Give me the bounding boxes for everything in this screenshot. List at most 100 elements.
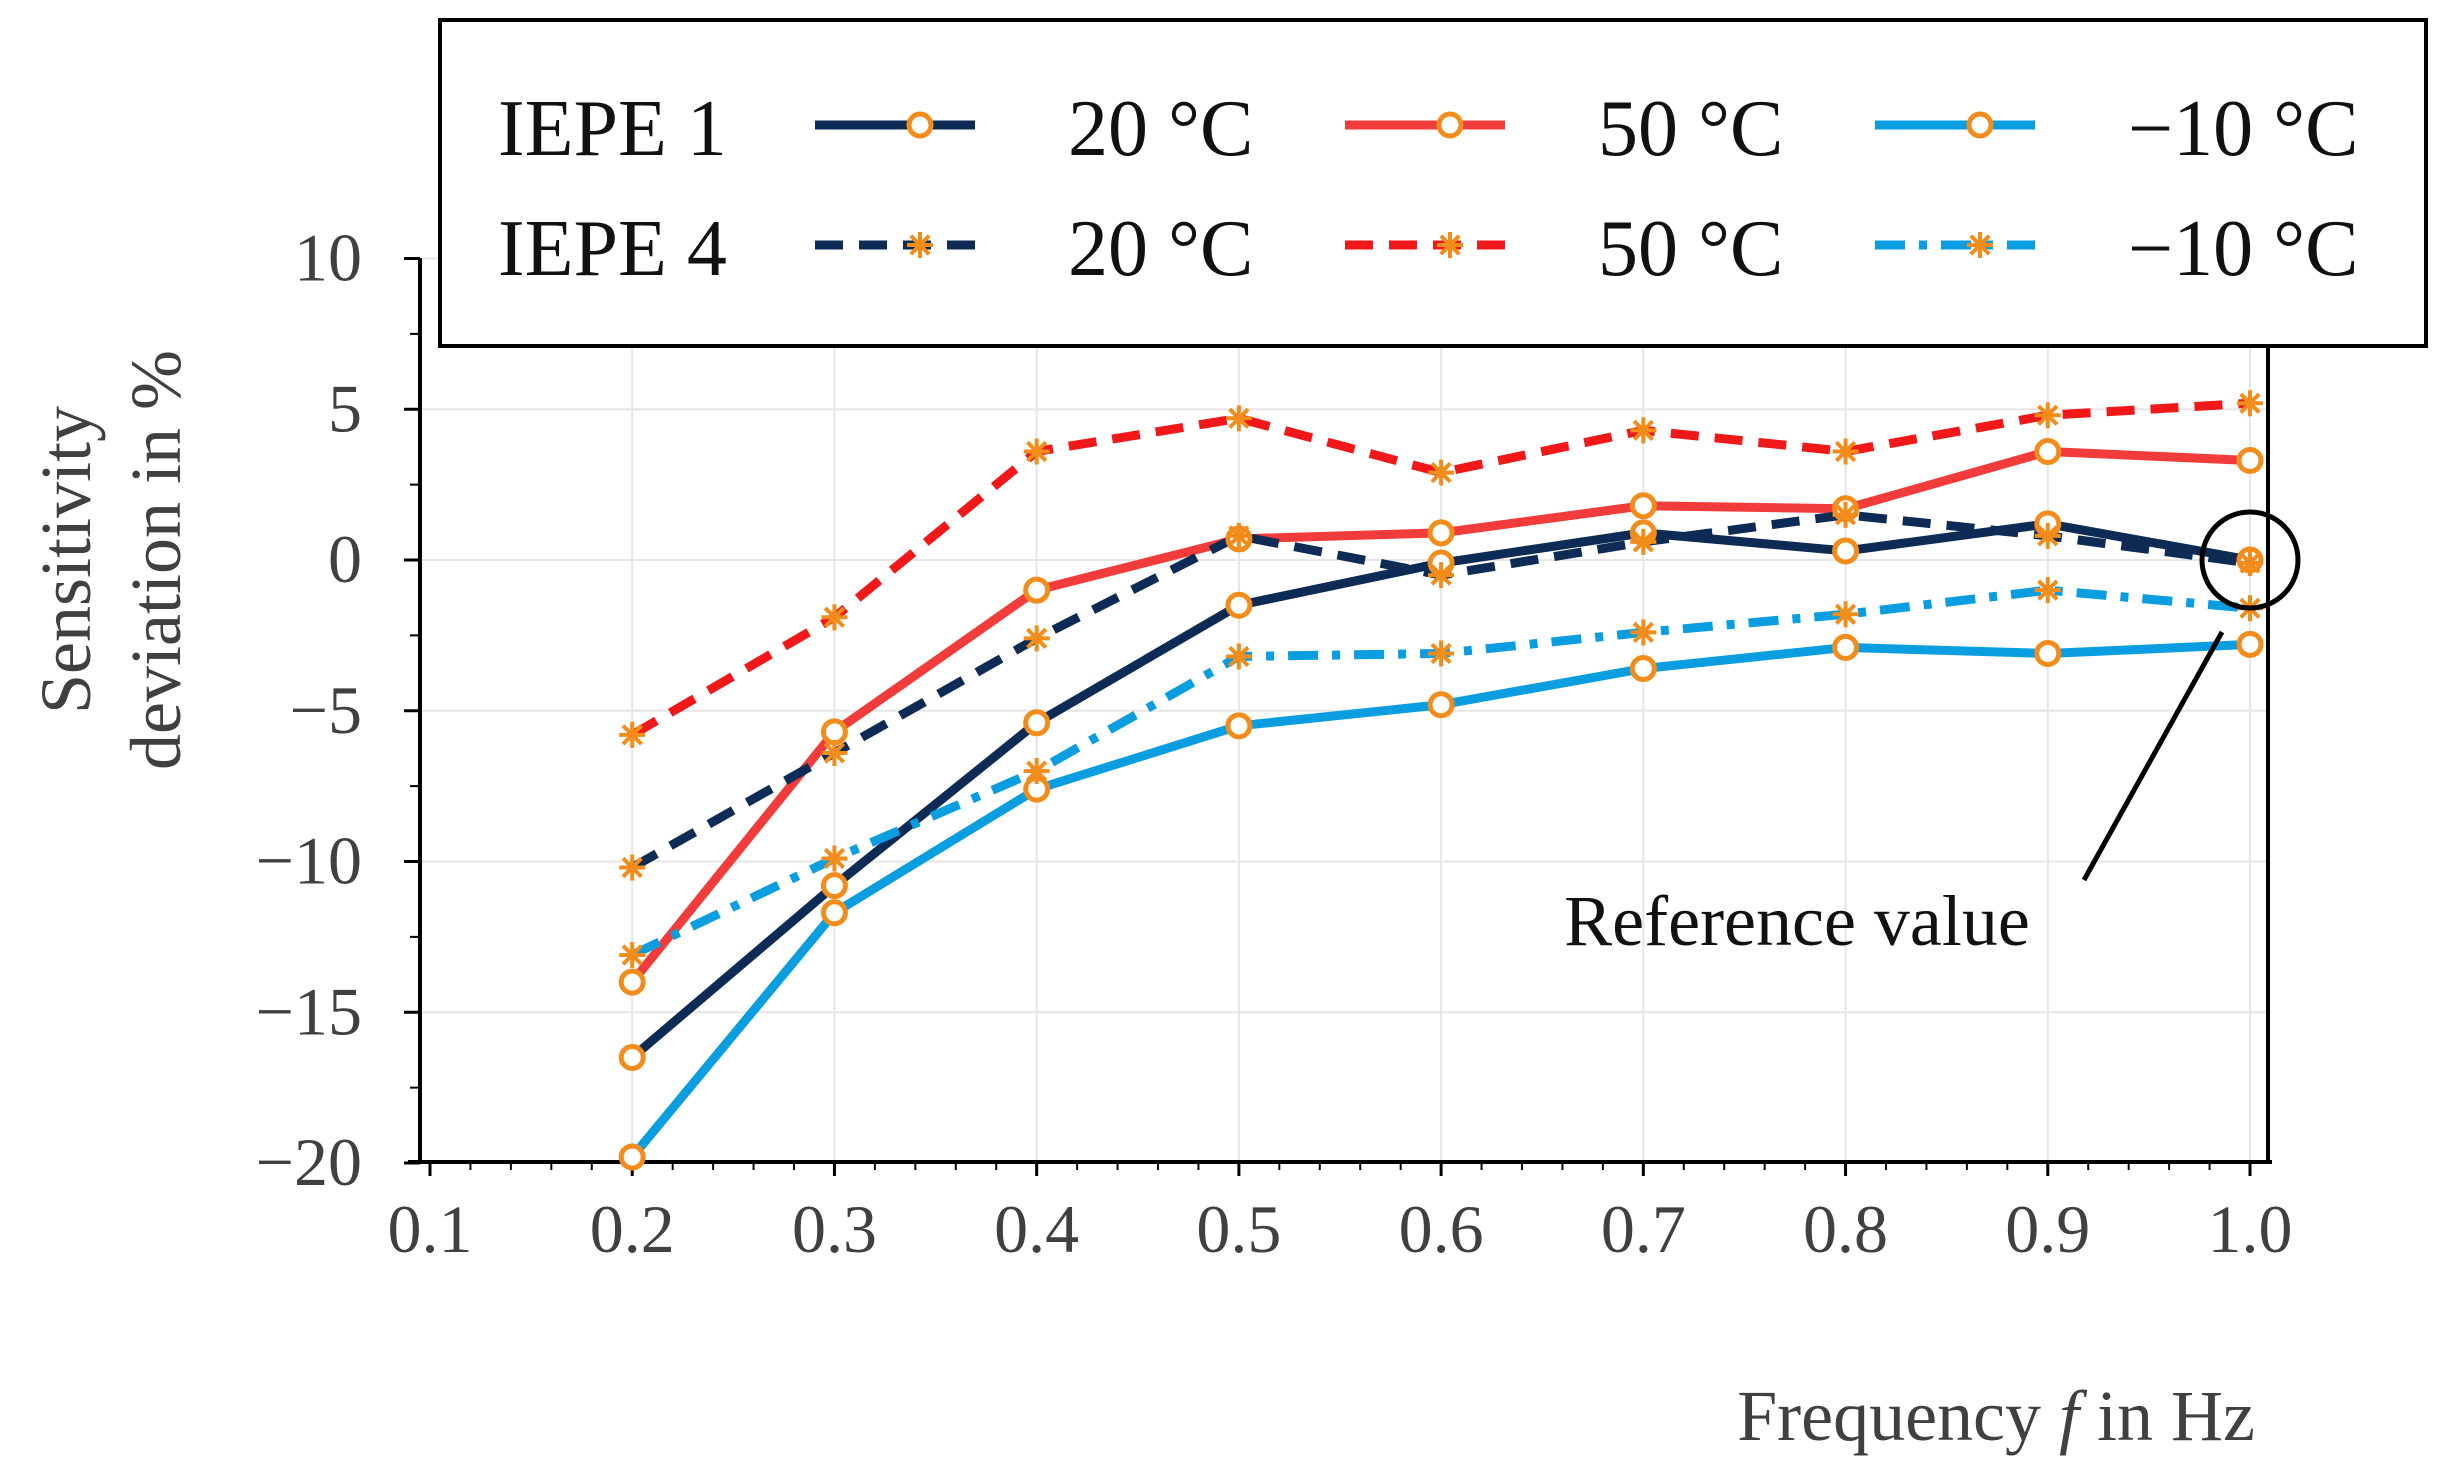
marker-star-point [821, 604, 848, 631]
marker-circle-point [1832, 537, 1860, 565]
marker-star-stroke [2037, 404, 2059, 426]
marker-star-stroke [909, 234, 931, 256]
marker-circle-point [1023, 576, 1051, 604]
ticks: 0.1 0.2 0.3 0.4 0.5 0.6 0.7 0.8 0.9 1.0 10 5 0 −5 −10 −… [256, 220, 2293, 1268]
legend-label-iepe1-50c: 50 °C [1598, 85, 1783, 173]
legend-label-iepe1-20c: 20 °C [1068, 85, 1253, 173]
marker-star-stroke [2037, 525, 2059, 547]
marker-circle-point [1629, 655, 1657, 683]
legend-label-iepe4-50c: 50 °C [1598, 205, 1783, 293]
marker-circle-legend [1966, 111, 1994, 139]
marker-star-stroke [1228, 407, 1250, 429]
x-tick-label: 0.6 [1399, 1191, 1484, 1267]
marker-star-stroke [2239, 392, 2261, 414]
marker-star-point [1225, 643, 1252, 670]
marker-circle-point [1225, 712, 1253, 740]
x-axis-title-suffix: in Hz [2097, 1376, 2255, 1456]
marker-circle-point [2034, 437, 2062, 465]
x-tick-label: 1.0 [2208, 1191, 2293, 1267]
y-tick-label: −10 [256, 823, 362, 899]
marker-star-point [2237, 390, 2263, 417]
y-axis-title-line1: Sensitivity [26, 406, 106, 714]
marker-star-stroke [1969, 234, 1991, 256]
marker-circle-point [1427, 519, 1455, 547]
marker-star-stroke [621, 724, 643, 746]
marker-star-stroke [1026, 440, 1048, 463]
marker-circle-point [820, 872, 848, 900]
marker-star-point [619, 941, 646, 968]
marker-star-stroke [1430, 642, 1452, 665]
marker-star-stroke [1228, 645, 1250, 668]
marker-circle-point [820, 899, 848, 927]
legend-label-iepe1-minus10c: −10 °C [2128, 85, 2358, 173]
marker-circle-point [2236, 447, 2264, 475]
marker-star-stroke [1632, 531, 1654, 553]
marker-circle-point [1225, 591, 1253, 619]
marker-star-point [1225, 405, 1252, 432]
marker-star-point [1832, 438, 1859, 465]
marker-star-stroke [1430, 461, 1452, 484]
marker-circle-legend [906, 111, 934, 139]
marker-star-stroke [823, 742, 846, 764]
marker-star-point [1832, 501, 1859, 528]
legend-row-iepe1: IEPE 1 [498, 85, 727, 173]
marker-star-legend [907, 232, 933, 258]
x-tick-label: 0.2 [590, 1191, 675, 1267]
legend-entries [815, 111, 2035, 258]
y-tick-label: −5 [290, 672, 362, 748]
marker-star-stroke [823, 606, 846, 628]
marker-star-stroke [1834, 440, 1857, 463]
y-tick-label: 5 [328, 370, 362, 446]
x-axis-title: Frequency f in Hz [1737, 1376, 2255, 1456]
x-tick-label: 0.4 [994, 1191, 1079, 1267]
marker-circle-point [1832, 633, 1860, 661]
marker-star-point [1023, 438, 1050, 465]
y-tick-label: 10 [294, 220, 362, 296]
marker-star-point [821, 845, 848, 872]
marker-star-point [821, 739, 848, 766]
legend: IEPE 1 IEPE 4 20 °C 50 °C −10 °C 20 °C 5… [438, 18, 2428, 348]
marker-star-stroke [1834, 504, 1857, 526]
marker-star-stroke [621, 856, 643, 879]
marker-star-stroke [1632, 419, 1654, 441]
marker-circle-point [2034, 639, 2062, 667]
x-tick-label: 0.5 [1196, 1191, 1281, 1267]
legend-row-iepe4: IEPE 4 [498, 205, 727, 293]
marker-star-stroke [1632, 621, 1654, 643]
marker-circle-point [1629, 492, 1657, 520]
marker-star-stroke [2239, 552, 2261, 574]
marker-star-point [2034, 577, 2061, 604]
marker-star-point [619, 854, 646, 881]
marker-star-stroke [823, 847, 846, 870]
y-tick-label: −20 [256, 1124, 362, 1200]
marker-star-point [1630, 417, 1657, 444]
marker-star-point [1225, 522, 1252, 549]
marker-star-point [2034, 522, 2061, 549]
x-tick-label: 0.3 [792, 1191, 877, 1267]
marker-star-stroke [2037, 579, 2059, 601]
marker-star-stroke [621, 944, 643, 966]
x-tick-label: 0.9 [2005, 1191, 2090, 1267]
marker-star-stroke [1026, 760, 1048, 782]
marker-star-point [2237, 550, 2263, 577]
legend-box [438, 18, 2428, 348]
marker-circle-point [820, 718, 848, 746]
marker-star-point [619, 721, 646, 748]
x-axis-title-var: f [2059, 1376, 2088, 1456]
y-tick-label: 0 [328, 521, 362, 597]
marker-star-point [1630, 619, 1657, 646]
marker-star-point [1428, 640, 1455, 667]
legend-label-iepe4-20c: 20 °C [1068, 205, 1253, 293]
grid [420, 257, 2268, 1162]
marker-star-stroke [1228, 525, 1250, 547]
marker-star-point [1832, 601, 1859, 628]
marker-star-point [1428, 562, 1455, 589]
marker-star-point [1023, 758, 1050, 785]
marker-circle-legend [1436, 111, 1464, 139]
reference-label: Reference value [1564, 881, 2030, 961]
markers [618, 390, 2264, 1171]
marker-circle-point [618, 1143, 646, 1171]
marker-star-point [2034, 402, 2061, 429]
x-axis-title-prefix: Frequency [1737, 1376, 2041, 1456]
legend-label-iepe4-minus10c: −10 °C [2128, 205, 2358, 293]
